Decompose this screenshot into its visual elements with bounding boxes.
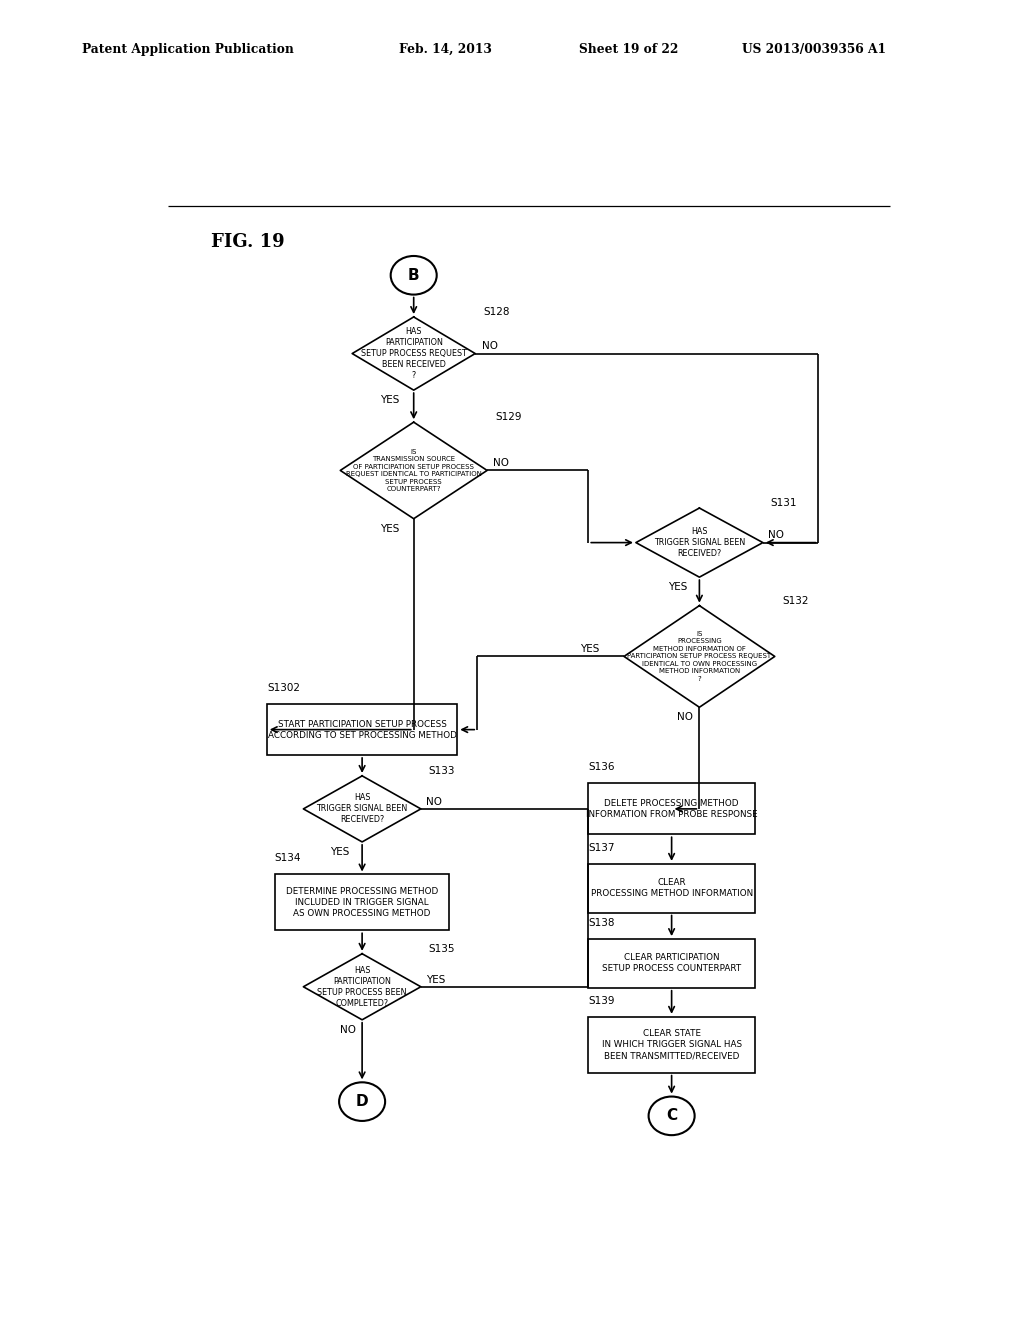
Text: S128: S128: [483, 308, 510, 317]
Text: CLEAR STATE
IN WHICH TRIGGER SIGNAL HAS
BEEN TRANSMITTED/RECEIVED: CLEAR STATE IN WHICH TRIGGER SIGNAL HAS …: [601, 1030, 741, 1060]
Text: YES: YES: [380, 524, 399, 533]
Text: NO: NO: [494, 458, 510, 469]
Text: HAS
PARTICIPATION
SETUP PROCESS BEEN
COMPLETED?: HAS PARTICIPATION SETUP PROCESS BEEN COM…: [317, 966, 407, 1008]
Text: B: B: [408, 268, 420, 282]
Text: S135: S135: [429, 944, 456, 954]
Text: S1302: S1302: [267, 682, 300, 693]
Text: NO: NO: [481, 342, 498, 351]
Text: S129: S129: [495, 412, 521, 422]
Text: HAS
TRIGGER SIGNAL BEEN
RECEIVED?: HAS TRIGGER SIGNAL BEEN RECEIVED?: [316, 793, 408, 825]
Text: NO: NO: [677, 713, 693, 722]
Text: YES: YES: [426, 974, 445, 985]
Text: Sheet 19 of 22: Sheet 19 of 22: [579, 42, 678, 55]
Text: Patent Application Publication: Patent Application Publication: [82, 42, 294, 55]
Text: NO: NO: [426, 797, 441, 807]
Text: S131: S131: [771, 498, 798, 508]
Text: IS
PROCESSING
METHOD INFORMATION OF
PARTICIPATION SETUP PROCESS REQUEST
IDENTICA: IS PROCESSING METHOD INFORMATION OF PART…: [628, 631, 771, 682]
Text: S133: S133: [429, 766, 456, 776]
Text: YES: YES: [668, 582, 687, 593]
Text: HAS
TRIGGER SIGNAL BEEN
RECEIVED?: HAS TRIGGER SIGNAL BEEN RECEIVED?: [653, 527, 745, 558]
Text: DELETE PROCESSING METHOD
INFORMATION FROM PROBE RESPONSE: DELETE PROCESSING METHOD INFORMATION FRO…: [586, 799, 758, 818]
Text: START PARTICIPATION SETUP PROCESS
ACCORDING TO SET PROCESSING METHOD: START PARTICIPATION SETUP PROCESS ACCORD…: [267, 719, 457, 739]
Text: S137: S137: [588, 842, 614, 853]
Text: S138: S138: [588, 917, 614, 928]
Text: DETERMINE PROCESSING METHOD
INCLUDED IN TRIGGER SIGNAL
AS OWN PROCESSING METHOD: DETERMINE PROCESSING METHOD INCLUDED IN …: [286, 887, 438, 917]
Text: S134: S134: [274, 853, 301, 863]
Text: CLEAR PARTICIPATION
SETUP PROCESS COUNTERPART: CLEAR PARTICIPATION SETUP PROCESS COUNTE…: [602, 953, 741, 973]
Text: NO: NO: [340, 1024, 356, 1035]
Text: YES: YES: [581, 644, 600, 655]
Text: S136: S136: [588, 762, 614, 772]
Text: C: C: [666, 1109, 677, 1123]
Text: YES: YES: [380, 395, 399, 405]
Text: HAS
PARTICIPATION
SETUP PROCESS REQUEST
BEEN RECEIVED
?: HAS PARTICIPATION SETUP PROCESS REQUEST …: [360, 327, 467, 380]
Text: S139: S139: [588, 995, 614, 1006]
Text: US 2013/0039356 A1: US 2013/0039356 A1: [742, 42, 887, 55]
Text: IS
TRANSMISSION SOURCE
OF PARTICIPATION SETUP PROCESS
REQUEST IDENTICAL TO PARTI: IS TRANSMISSION SOURCE OF PARTICIPATION …: [346, 449, 481, 492]
Text: CLEAR
PROCESSING METHOD INFORMATION: CLEAR PROCESSING METHOD INFORMATION: [591, 878, 753, 898]
Text: S132: S132: [782, 595, 809, 606]
Text: D: D: [355, 1094, 369, 1109]
Text: Feb. 14, 2013: Feb. 14, 2013: [399, 42, 493, 55]
Text: NO: NO: [768, 531, 783, 540]
Text: FIG. 19: FIG. 19: [211, 232, 285, 251]
Text: YES: YES: [331, 847, 350, 857]
